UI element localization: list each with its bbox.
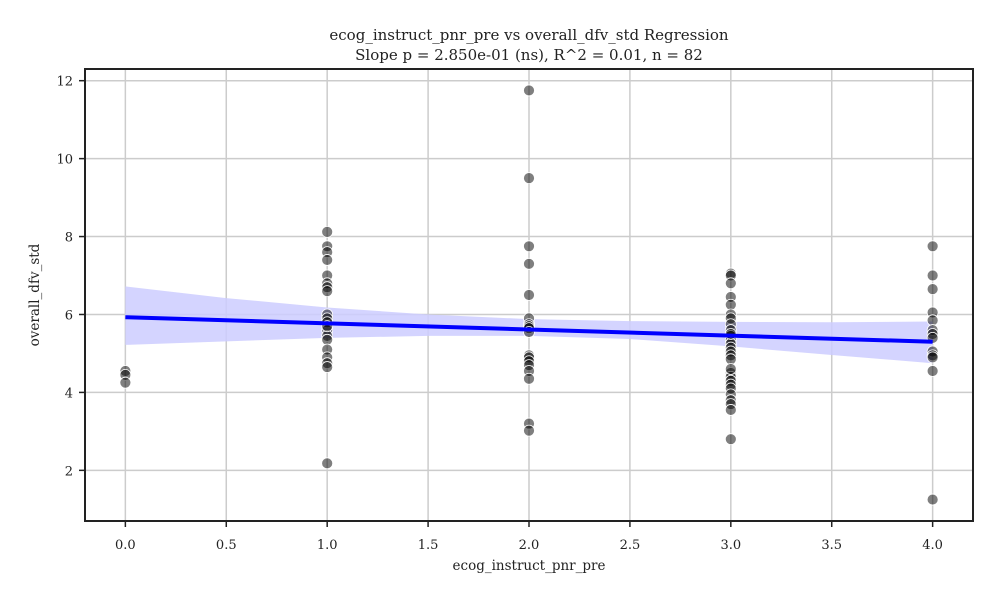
data-point [724,277,737,290]
y-tick-label: 6 [65,308,73,323]
data-point [724,433,737,446]
data-point [523,424,535,437]
data-point [926,365,939,377]
x-tick-label: 0.0 [115,538,136,553]
data-point [523,257,535,270]
data-point [926,351,939,364]
data-point [321,361,334,373]
data-point [926,493,939,506]
chart-title: ecog_instruct_pnr_pre vs overall_dfv_std… [329,26,729,44]
x-tick-label: 3.5 [821,538,842,553]
x-tick-label: 1.0 [317,538,338,553]
regression-line [125,315,933,344]
data-point [926,269,939,282]
data-point [724,363,737,375]
data-point [119,376,132,389]
x-tick-label: 1.5 [418,538,439,553]
x-tick-label: 2.0 [519,538,540,553]
x-tick-label: 3.0 [720,538,741,553]
y-tick-label: 12 [56,75,73,90]
data-point [523,84,535,97]
data-point [321,285,334,298]
data-point [926,283,939,296]
x-tick-label: 2.5 [620,538,641,553]
data-point [523,372,535,385]
data-point [724,404,737,416]
data-point [523,240,535,253]
x-tick-label: 0.5 [216,538,237,553]
x-axis-label: ecog_instruct_pnr_pre [453,558,606,574]
x-tick-label: 4.0 [922,538,943,553]
y-tick-label: 4 [65,386,73,401]
x-ticks: 0.0 0.5 1.0 1.5 2.0 2.5 3.0 3.5 4.0 [115,521,943,553]
y-axis-label: overall_dfv_std [27,243,43,346]
data-point [321,225,334,238]
scatter-points [119,84,939,506]
data-point [523,289,535,301]
y-tick-label: 2 [65,464,73,479]
y-tick-label: 10 [56,153,73,168]
data-point [926,240,939,253]
regression-line-group [125,315,933,344]
y-ticks: 2 4 6 8 10 12 [56,75,85,479]
data-point [321,457,334,470]
data-point [321,254,334,266]
data-point [523,172,535,185]
chart-subtitle: Slope p = 2.850e-01 (ns), R^2 = 0.01, n … [355,46,703,64]
y-tick-label: 8 [65,231,73,246]
